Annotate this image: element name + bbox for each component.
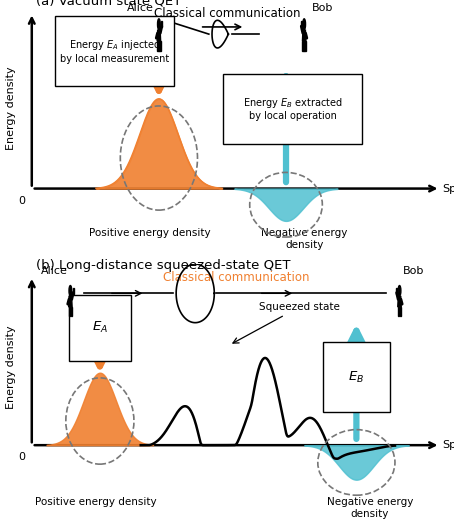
Text: Energy $E_A$ injected
by local measurement: Energy $E_A$ injected by local measureme… <box>60 39 169 64</box>
Circle shape <box>158 19 160 30</box>
Polygon shape <box>302 30 306 41</box>
FancyBboxPatch shape <box>223 73 362 144</box>
Polygon shape <box>305 41 306 51</box>
Text: Classical communication: Classical communication <box>154 7 300 20</box>
Bar <box>301 21 302 27</box>
Text: 0: 0 <box>18 196 25 206</box>
Polygon shape <box>71 307 72 316</box>
Text: Negative energy
density: Negative energy density <box>261 228 347 250</box>
Polygon shape <box>302 41 304 51</box>
Text: 0: 0 <box>18 452 25 462</box>
Circle shape <box>303 19 306 30</box>
FancyBboxPatch shape <box>69 295 131 361</box>
Text: Alice: Alice <box>127 3 154 13</box>
Polygon shape <box>159 41 161 51</box>
Polygon shape <box>157 41 158 51</box>
Circle shape <box>69 286 72 296</box>
Polygon shape <box>157 30 161 41</box>
Text: Energy $E_B$ extracted
by local operation: Energy $E_B$ extracted by local operatio… <box>243 96 343 121</box>
Polygon shape <box>398 307 399 316</box>
Text: Energy density: Energy density <box>6 326 16 409</box>
FancyBboxPatch shape <box>323 342 390 412</box>
Text: Space: Space <box>443 440 454 450</box>
Text: (a) Vacuum state QET: (a) Vacuum state QET <box>36 0 182 8</box>
Text: Positive energy density: Positive energy density <box>35 497 156 507</box>
Text: Space: Space <box>443 184 454 194</box>
Polygon shape <box>400 307 401 316</box>
Polygon shape <box>69 296 72 307</box>
FancyBboxPatch shape <box>55 16 174 86</box>
Polygon shape <box>69 307 70 316</box>
FancyBboxPatch shape <box>71 302 129 354</box>
Bar <box>73 288 74 294</box>
Text: Classical communication: Classical communication <box>163 271 309 284</box>
Text: Bob: Bob <box>402 266 424 276</box>
Bar <box>161 21 162 27</box>
Text: Alice: Alice <box>41 266 68 276</box>
Circle shape <box>398 286 401 296</box>
Text: Squeezed state: Squeezed state <box>233 302 340 343</box>
Text: Negative energy
density: Negative energy density <box>327 497 413 518</box>
Text: (b) Long-distance squeezed-state QET: (b) Long-distance squeezed-state QET <box>36 259 291 272</box>
Text: $E_B$: $E_B$ <box>348 370 365 384</box>
Text: Positive energy density: Positive energy density <box>89 228 211 238</box>
FancyBboxPatch shape <box>325 348 388 406</box>
Text: Energy density: Energy density <box>6 66 16 149</box>
Bar <box>396 288 397 294</box>
Text: $E_A$: $E_A$ <box>92 320 108 335</box>
Polygon shape <box>398 296 401 307</box>
Text: Bob: Bob <box>311 3 333 13</box>
